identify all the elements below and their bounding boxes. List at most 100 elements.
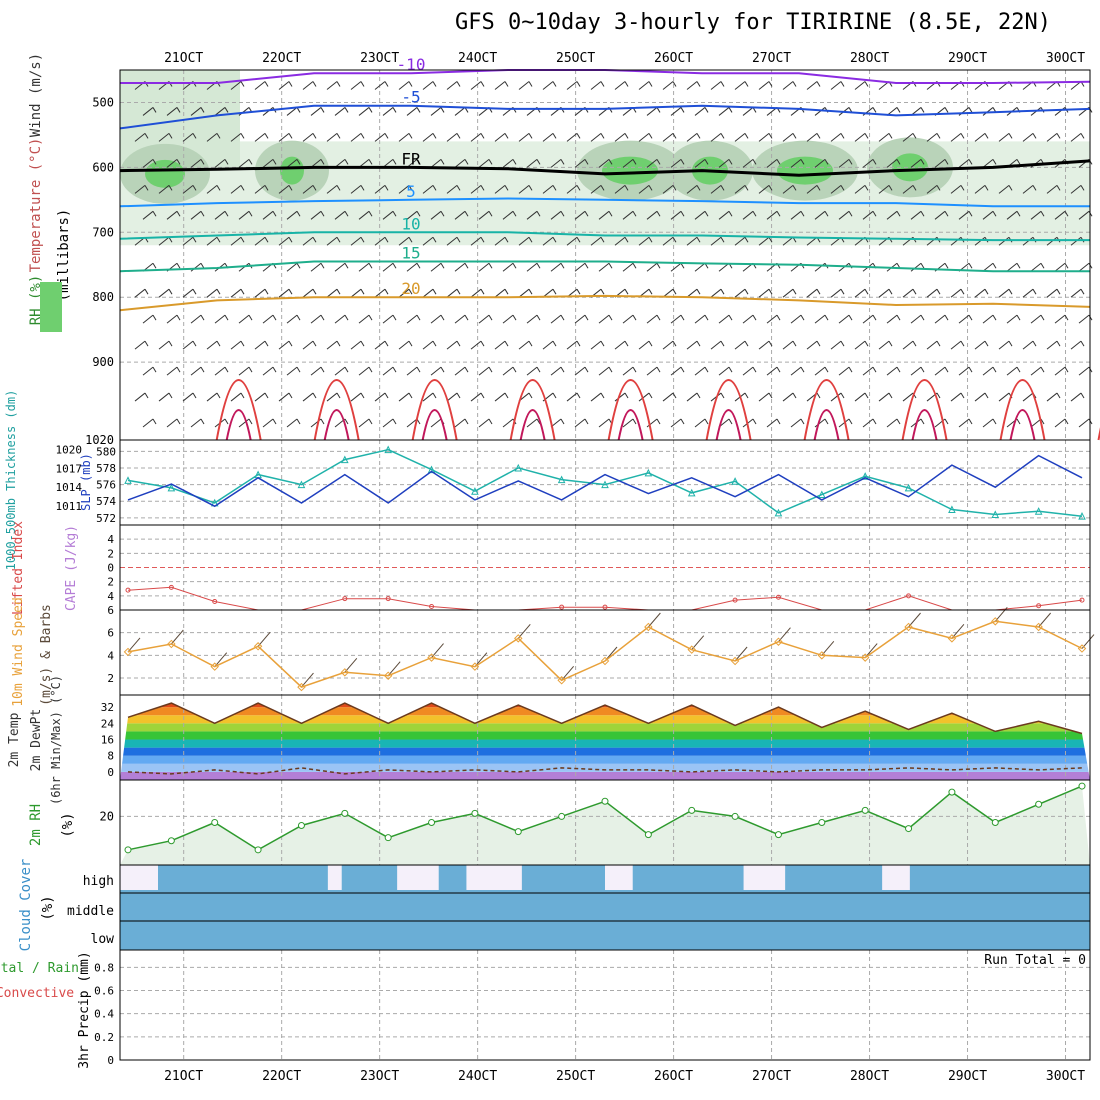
wind-barb (358, 210, 370, 220)
wind-barb (360, 133, 365, 139)
wind-barb (1070, 236, 1082, 246)
wind-barb (646, 262, 658, 272)
wind-barb (766, 210, 778, 220)
wind-speed-point (383, 671, 393, 680)
ylabel-millibars: (millibars) (56, 209, 72, 302)
wind-barb (398, 184, 410, 194)
wind-barb (896, 159, 901, 165)
wind-barb (278, 288, 290, 298)
wind-barb (264, 340, 269, 347)
wind-barb (190, 107, 202, 116)
wind-barb (934, 210, 946, 220)
wind-barb (982, 158, 994, 168)
surface-wind-barb (1038, 612, 1052, 628)
wind-barb (814, 158, 826, 168)
wind-barb (878, 392, 890, 402)
wind-barb (776, 314, 781, 321)
wind-barb (182, 133, 194, 142)
wind-barb (200, 366, 205, 373)
wind-barb (648, 185, 653, 191)
wind-barb (254, 340, 266, 350)
wind-barb (806, 81, 818, 90)
wind-barb (1078, 418, 1090, 428)
wind-barb (416, 314, 421, 321)
wind-barb (552, 392, 557, 399)
wind-barb (296, 418, 301, 425)
wind-barb (974, 184, 986, 194)
wind-barb (358, 262, 370, 272)
wind-barb (240, 288, 245, 295)
wind-barb (432, 288, 437, 295)
rh-shade-70 (280, 156, 304, 185)
wind-barb (392, 366, 397, 373)
wind-barb (734, 340, 746, 350)
wind-barb (790, 314, 802, 324)
wind-barb (646, 158, 658, 168)
wind-barb (662, 236, 674, 246)
wind-barb (360, 340, 365, 347)
wind-barb (720, 81, 725, 87)
wind-barb (614, 184, 626, 194)
wind-barb (912, 185, 917, 191)
wind-barb (598, 314, 610, 324)
wind-barb (384, 81, 389, 87)
wind-barb (168, 133, 173, 139)
wind-barb (206, 392, 218, 402)
wind-barb (288, 392, 293, 399)
lifted-index-point (602, 604, 608, 610)
wind-barb (686, 392, 698, 402)
wind-barb (440, 107, 445, 113)
wind-barb (326, 184, 338, 194)
wind-barb (598, 262, 610, 272)
wind-barb (406, 210, 418, 220)
wind-barb (312, 340, 317, 347)
wind-barb (704, 107, 709, 113)
temp-contour-30 (323, 409, 350, 441)
wind-barb (230, 133, 242, 142)
wind-barb (566, 133, 578, 142)
wind-barb (600, 185, 605, 191)
wind-barb (720, 288, 725, 295)
wind-barb (710, 133, 722, 142)
rh-point (601, 797, 609, 805)
wind-barb (854, 184, 866, 194)
rh-shade-70 (145, 159, 185, 188)
wind-barb (542, 236, 554, 246)
wind-barb (190, 314, 202, 324)
wind-barb (238, 366, 250, 376)
wind-barb (934, 314, 946, 324)
wind-barb (504, 392, 509, 399)
wind-barb (704, 314, 709, 321)
wind-barb (336, 81, 341, 87)
wind-barb (224, 366, 229, 373)
temperature-tick-label: 8 (107, 750, 114, 763)
rh-tick-label: 20 (100, 809, 114, 823)
wind-barb (744, 392, 749, 399)
wind-barb (742, 366, 754, 376)
thickness-tick-label: 572 (96, 512, 116, 525)
wind-barb (718, 210, 730, 220)
precip-tick-label: 0.4 (94, 1008, 114, 1021)
wind-barb (912, 340, 917, 347)
wind-barb (958, 210, 970, 220)
ylabel-2m-dewpt: 2m DewPt (29, 709, 44, 772)
isotherm-FR (119, 159, 1091, 177)
wind-barb (680, 418, 685, 425)
temperature-tick-label: 0 (107, 766, 114, 779)
wind-barb (526, 210, 538, 220)
wind-barb (430, 210, 442, 220)
wind-barb (734, 81, 746, 90)
wind-barb (752, 366, 757, 373)
wind-barb (744, 133, 749, 139)
li-tick-label: 2 (107, 547, 114, 560)
wind-barb (560, 211, 565, 217)
wind-barb (166, 210, 178, 220)
wind-barb (744, 237, 749, 243)
wind-barb (950, 133, 962, 142)
time-label-top: 21OCT (164, 51, 203, 66)
wind-barb (238, 210, 250, 220)
wind-barb (816, 288, 821, 295)
wind-barb (872, 366, 877, 373)
wind-barb (312, 392, 317, 399)
wind-barb (360, 185, 365, 191)
